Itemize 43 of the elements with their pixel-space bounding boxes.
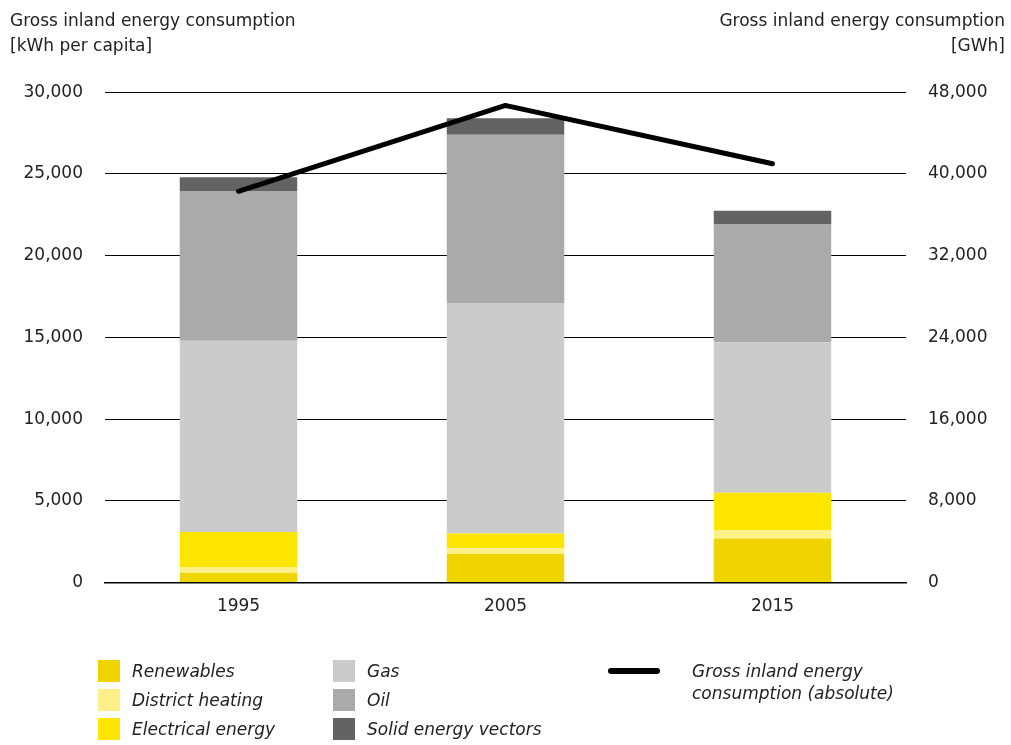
y-tick-label: 15,000 — [23, 325, 83, 346]
y-tick-label: 30,000 — [23, 80, 83, 101]
y-tick-label: 10,000 — [23, 407, 83, 428]
bar — [446, 134, 565, 304]
y2-axis-title: Gross inland energy consumption [GWh] — [718, 9, 1005, 57]
legend-label: District heating — [132, 689, 264, 711]
bar — [713, 530, 832, 539]
bar — [446, 553, 565, 583]
bar — [179, 567, 298, 573]
y2-tick-label: 8,000 — [928, 489, 977, 510]
y2-tick-label: 16,000 — [928, 407, 988, 428]
bar — [713, 210, 832, 225]
bar — [446, 533, 565, 549]
x-tick-label: 2015 — [750, 595, 795, 616]
y2-tick-label: 48,000 — [928, 80, 988, 101]
y-axis-title: Gross inland energy consumption [kWh per capita] — [10, 9, 297, 57]
bar — [713, 538, 832, 583]
x-tick-label: 1995 — [216, 595, 261, 616]
x-tick-label: 2005 — [483, 595, 528, 616]
bar — [446, 303, 565, 534]
legend-label: Gas — [367, 660, 400, 682]
bar — [179, 340, 298, 532]
y2-tick-label: 0 — [928, 571, 939, 592]
y2-tick-label: 24,000 — [928, 325, 988, 346]
bar — [713, 342, 832, 493]
bar — [179, 531, 298, 568]
legend-label: Renewables — [132, 660, 235, 682]
y-tick-label: 25,000 — [23, 162, 83, 183]
legend-label: Oil — [367, 689, 390, 711]
legend-label: Electrical energy — [132, 718, 276, 740]
bar — [446, 548, 565, 554]
bar — [179, 572, 298, 583]
bar — [446, 118, 565, 135]
legend-label: Solid energy vectors — [367, 718, 542, 740]
legend-label: Gross inland energy consumption (absolute) — [692, 660, 895, 704]
bar — [179, 191, 298, 341]
bar — [713, 224, 832, 343]
y-tick-label: 20,000 — [23, 244, 83, 265]
y2-tick-label: 32,000 — [928, 244, 988, 265]
bar — [713, 492, 832, 531]
y-tick-label: 5,000 — [34, 489, 83, 510]
y-tick-label: 0 — [72, 571, 83, 592]
y2-tick-label: 40,000 — [928, 162, 988, 183]
